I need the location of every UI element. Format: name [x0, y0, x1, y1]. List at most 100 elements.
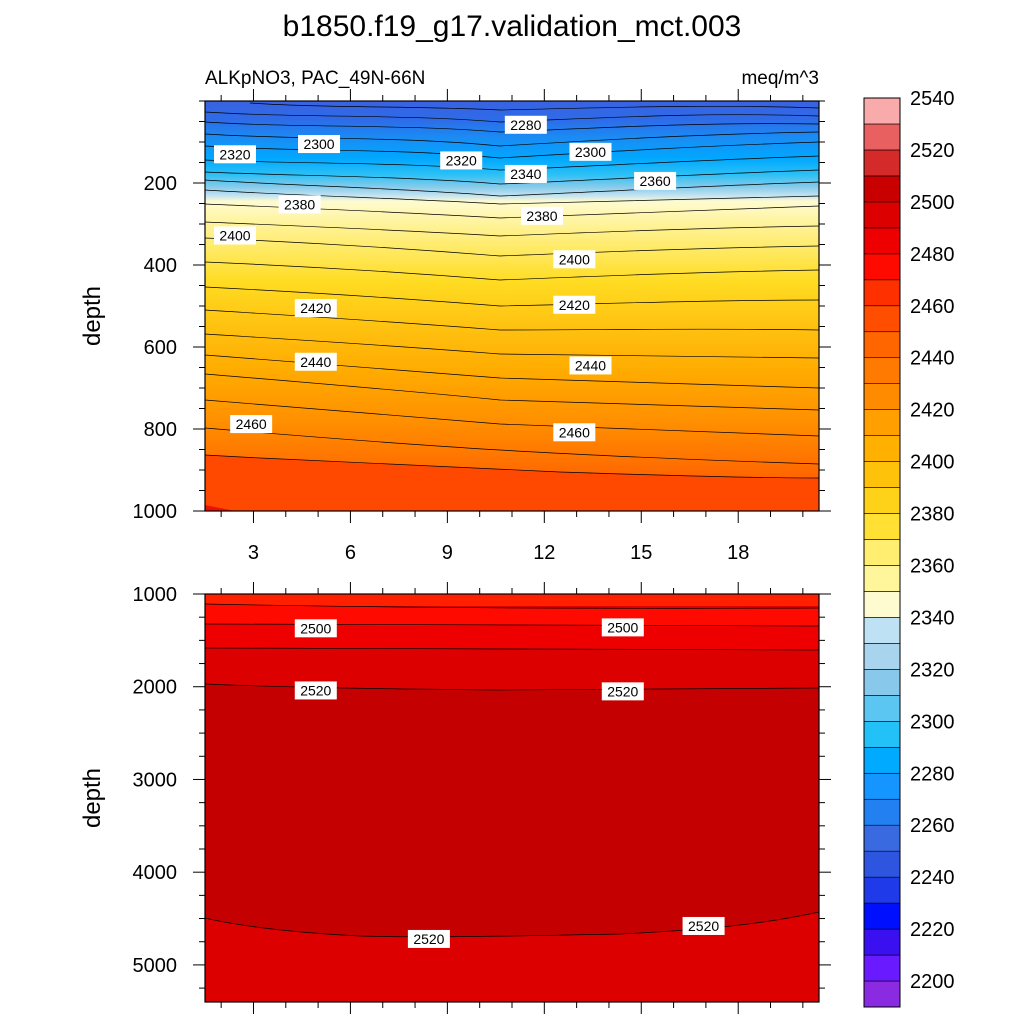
- x-tick-label: 15: [630, 542, 652, 564]
- contour-label: 2460: [230, 415, 273, 434]
- lower-top-band: [205, 594, 819, 606]
- colorbar-label: 2440: [910, 348, 955, 370]
- colorbar-swatch: [863, 824, 901, 852]
- colorbar-swatch: [863, 149, 901, 177]
- colorbar-label: 2540: [910, 88, 955, 110]
- colorbar-swatch: [863, 798, 901, 826]
- colorbar-swatch: [863, 461, 901, 488]
- colorbar-swatch: [863, 591, 901, 618]
- colorbar-swatch: [863, 305, 901, 333]
- contour-label-text: 2300: [575, 144, 606, 160]
- contour-label-text: 2500: [607, 619, 638, 635]
- contour-label-text: 2420: [300, 300, 331, 316]
- contour-label-text: 2520: [300, 682, 331, 698]
- colorbar-swatch: [863, 721, 901, 748]
- subtitle-right: meq/m^3: [741, 68, 819, 89]
- colorbar-swatch: [863, 227, 901, 255]
- lower-tick-marks: [193, 582, 831, 1014]
- contour-label-text: 2520: [413, 931, 444, 947]
- contour-label-text: 2340: [510, 166, 541, 182]
- upper-contour-labels: 2280 2300 2300 2320 2320 2340 2360 2380 2380 2400…: [214, 115, 677, 442]
- contour-label-text: 2520: [607, 683, 638, 699]
- contour-label-box: [569, 356, 612, 375]
- lower-y-tick-labels: 1000 2000 3000 4000 5000: [133, 584, 178, 977]
- colorbar-label: 2520: [910, 140, 955, 162]
- contour-label-box: [278, 195, 321, 214]
- contour-label: 2500: [601, 618, 644, 637]
- upper-x-tick-labels: 3 6 9 12 15 18: [248, 542, 749, 564]
- figure-title: b1850.f19_g17.validation_mct.003: [283, 10, 742, 43]
- lower-axis: 1000 2000 3000 4000 5000 depth: [79, 582, 831, 1014]
- colorbar-swatch: [863, 746, 901, 774]
- upper-panel: 2280 2300 2300 2320 2320 2340 2360 2380 2380 2400…: [79, 89, 831, 564]
- colorbar-swatch: [863, 954, 901, 982]
- contour-label-box: [294, 619, 337, 638]
- colorbar-swatch: [863, 539, 901, 566]
- colorbar-label: 2380: [910, 504, 955, 526]
- colorbar-swatch: [863, 435, 901, 462]
- upper-deep-orange-band: [205, 455, 819, 511]
- contour-label: 2420: [294, 299, 337, 318]
- contour-label-box: [214, 226, 256, 245]
- contour-label-box: [294, 352, 337, 371]
- colorbar-swatch: [863, 487, 901, 514]
- colorbar-label: 2320: [910, 659, 955, 681]
- lower-deep-red-core: [205, 684, 819, 937]
- contour-label: 2300: [569, 142, 612, 161]
- contour-label-box: [682, 916, 725, 935]
- contour-label-box: [294, 681, 337, 700]
- contour-label-text: 2460: [559, 424, 590, 440]
- contour-label-box: [569, 142, 612, 161]
- contour-label: 2320: [440, 151, 483, 170]
- colorbar-swatch: [863, 876, 901, 904]
- colorbar-swatch: [863, 331, 901, 359]
- contour-label-box: [504, 164, 547, 183]
- contour-label: 2340: [504, 164, 547, 183]
- contour-label: 2520: [407, 929, 450, 948]
- colorbar-swatch: [863, 643, 901, 670]
- y-tick-label: 400: [144, 255, 177, 277]
- contour-label-text: 2400: [219, 227, 250, 243]
- colorbar-swatch: [863, 980, 901, 1008]
- contour-label: 2420: [553, 295, 596, 314]
- colorbar-label: 2260: [910, 815, 955, 837]
- contour-label-box: [553, 295, 596, 314]
- colorbar-swatch: [863, 175, 901, 203]
- contour-label-box: [440, 151, 483, 170]
- colorbar-label: 2280: [910, 763, 955, 785]
- lower-y-axis-label: depth: [79, 768, 106, 828]
- x-tick-label: 6: [345, 542, 356, 564]
- colorbar-label: 2340: [910, 607, 955, 629]
- contour-label: 2520: [601, 682, 644, 701]
- contour-label-text: 2320: [446, 152, 477, 168]
- colorbar-swatch: [863, 902, 901, 930]
- y-tick-label: 4000: [133, 862, 178, 884]
- colorbar-label: 2360: [910, 555, 955, 577]
- colorbar-label: 2220: [910, 919, 955, 941]
- contour-label-text: 2380: [284, 196, 315, 212]
- contour-label-text: 2520: [688, 918, 719, 934]
- colorbar-swatch: [863, 253, 901, 281]
- contour-label-text: 2500: [300, 620, 331, 636]
- contour-label-box: [230, 415, 273, 434]
- colorbar-label: 2300: [910, 711, 955, 733]
- upper-axis: 200 400 600 800 1000 3 6 9 12 15 18 depth: [79, 89, 831, 564]
- upper-red-corner: [205, 505, 235, 511]
- lower-panel: 2500 2500 2520 2520 2520 2520 1000 2000 3000 400…: [79, 582, 831, 1014]
- contour-label-box: [553, 250, 596, 269]
- contour-label: 2520: [294, 681, 337, 700]
- colorbar-frame: [863, 97, 901, 1008]
- contour-label-box: [634, 171, 677, 190]
- contour-label-text: 2420: [559, 297, 590, 313]
- colorbar-swatch: [863, 97, 901, 125]
- y-tick-label: 1000: [133, 501, 178, 523]
- contour-label: 2520: [682, 916, 725, 935]
- contour-label-text: 2300: [303, 136, 334, 152]
- lower-band-2500: [205, 624, 819, 650]
- colorbar-swatch: [863, 565, 901, 592]
- contour-label-text: 2360: [640, 173, 671, 189]
- contour-label-text: 2460: [236, 416, 267, 432]
- y-tick-label: 800: [144, 419, 177, 441]
- colorbar-label: 2420: [910, 400, 955, 422]
